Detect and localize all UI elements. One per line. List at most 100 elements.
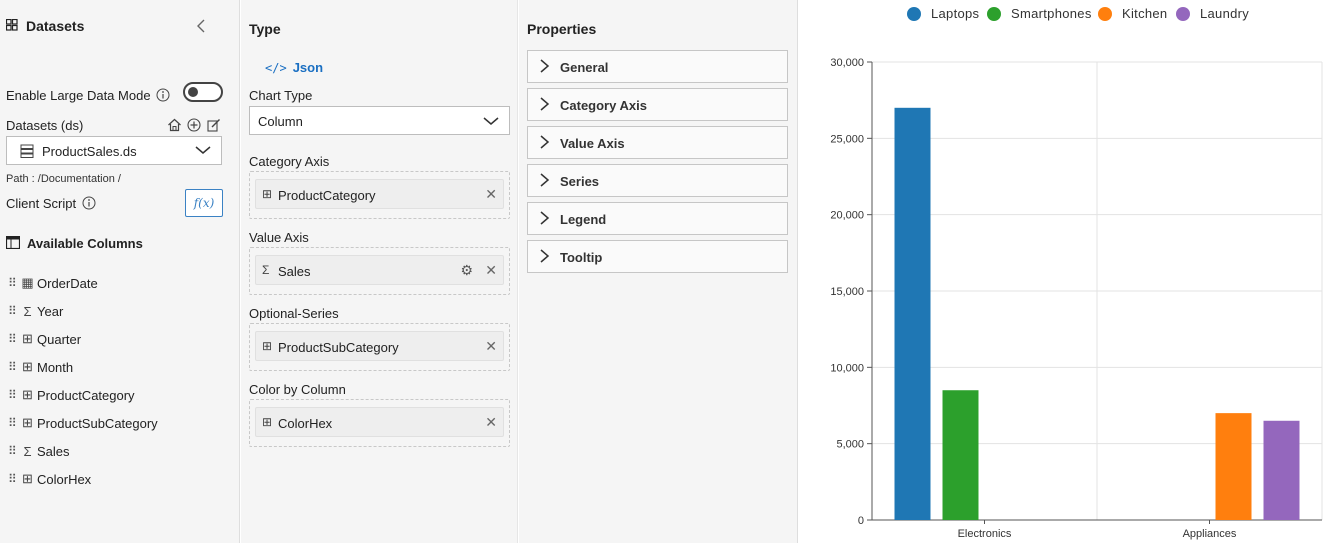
column-item-colorhex[interactable]: ⠿ ⊞ ColorHex bbox=[8, 465, 228, 493]
legend-item-laptops[interactable]: Laptops bbox=[907, 6, 979, 21]
remove-icon[interactable]: ✕ bbox=[485, 262, 497, 278]
remove-icon[interactable]: ✕ bbox=[485, 414, 497, 430]
info-icon[interactable] bbox=[156, 88, 170, 102]
column-label: Sales bbox=[37, 443, 70, 459]
section-label: Value Axis bbox=[560, 136, 625, 151]
chart-type-value: Column bbox=[258, 114, 303, 129]
section-series[interactable]: Series bbox=[527, 164, 788, 197]
optional-series-label: Optional-Series bbox=[249, 306, 339, 321]
column-label: Quarter bbox=[37, 331, 82, 347]
drag-handle-icon[interactable]: ⠿ bbox=[8, 416, 17, 430]
drag-handle-icon[interactable]: ⠿ bbox=[8, 444, 17, 458]
chart-preview: Laptops Smartphones Kitchen Laundry 0 5,0… bbox=[799, 0, 1325, 543]
legend-marker bbox=[1098, 6, 1112, 21]
home-icon[interactable] bbox=[167, 118, 182, 132]
color-by-value: ColorHex bbox=[278, 416, 333, 431]
drag-handle-icon[interactable]: ⠿ bbox=[8, 276, 17, 290]
drag-handle-icon[interactable]: ⠿ bbox=[8, 304, 17, 318]
large-data-mode-toggle[interactable] bbox=[183, 82, 223, 102]
color-by-dropzone[interactable]: ⊞ ColorHex ✕ bbox=[249, 399, 510, 447]
optional-series-chip[interactable]: ⊞ ProductSubCategory ✕ bbox=[255, 331, 504, 361]
column-item-productsubcategory[interactable]: ⠿ ⊞ ProductSubCategory bbox=[8, 409, 228, 437]
value-axis-dropzone[interactable]: Σ Sales ⚙ ✕ bbox=[249, 247, 510, 295]
section-label: Series bbox=[560, 174, 600, 189]
chart-type-label: Chart Type bbox=[249, 88, 313, 103]
y-tick-label: 0 bbox=[858, 515, 864, 527]
column-label: ProductCategory bbox=[37, 387, 135, 403]
properties-panel: Properties General Category Axis Value A… bbox=[519, 0, 798, 543]
legend-label: Kitchen bbox=[1122, 6, 1168, 21]
table-column-icon: ⊞ bbox=[22, 359, 33, 374]
legend-item-kitchen[interactable]: Kitchen bbox=[1098, 6, 1167, 21]
column-item-quarter[interactable]: ⠿ ⊞ Quarter bbox=[8, 325, 228, 353]
column-item-orderdate[interactable]: ⠿ ▦ OrderDate bbox=[8, 269, 228, 297]
bar-smartphones bbox=[942, 390, 979, 520]
section-value-axis[interactable]: Value Axis bbox=[527, 126, 788, 159]
dataset-select[interactable]: ProductSales.ds bbox=[6, 136, 222, 165]
column-label: Month bbox=[37, 359, 74, 375]
client-script-label: Client Script bbox=[6, 196, 77, 211]
chevron-right-icon bbox=[540, 135, 550, 149]
legend-item-laundry[interactable]: Laundry bbox=[1176, 6, 1249, 21]
section-category-axis[interactable]: Category Axis bbox=[527, 88, 788, 121]
table-column-icon: ⊞ bbox=[262, 415, 273, 429]
column-label: ColorHex bbox=[37, 471, 92, 487]
x-tick-label: Electronics bbox=[958, 528, 1012, 540]
value-axis-label: Value Axis bbox=[249, 230, 309, 245]
properties-title: Properties bbox=[527, 21, 597, 37]
y-tick-label: 15,000 bbox=[830, 286, 864, 298]
section-tooltip[interactable]: Tooltip bbox=[527, 240, 788, 273]
add-dataset-icon[interactable] bbox=[187, 118, 201, 132]
info-icon[interactable] bbox=[82, 196, 96, 210]
drag-handle-icon[interactable]: ⠿ bbox=[8, 332, 17, 346]
remove-icon[interactable]: ✕ bbox=[485, 338, 497, 354]
legend-label: Smartphones bbox=[1011, 6, 1092, 21]
drag-handle-icon[interactable]: ⠿ bbox=[8, 472, 17, 486]
column-item-year[interactable]: ⠿ Σ Year bbox=[8, 297, 228, 325]
type-title: Type bbox=[249, 21, 281, 37]
sigma-icon: Σ bbox=[262, 263, 270, 277]
category-axis-chip[interactable]: ⊞ ProductCategory ✕ bbox=[255, 179, 504, 209]
chevron-right-icon bbox=[540, 59, 550, 73]
table-column-icon: ⊞ bbox=[262, 187, 273, 201]
category-axis-dropzone[interactable]: ⊞ ProductCategory ✕ bbox=[249, 171, 510, 219]
drag-handle-icon[interactable]: ⠿ bbox=[8, 388, 17, 402]
remove-icon[interactable]: ✕ bbox=[485, 186, 497, 202]
column-item-month[interactable]: ⠿ ⊞ Month bbox=[8, 353, 228, 381]
color-by-chip[interactable]: ⊞ ColorHex ✕ bbox=[255, 407, 504, 437]
column-chart: 0 5,000 10,000 15,000 20,000 25,000 30,000 Elec… bbox=[830, 57, 1323, 540]
table-column-icon: ⊞ bbox=[262, 339, 273, 353]
sigma-icon: Σ bbox=[23, 303, 32, 319]
calendar-icon: ▦ bbox=[21, 275, 34, 290]
client-script-button[interactable]: f(x) bbox=[185, 189, 223, 217]
value-axis-chip[interactable]: Σ Sales ⚙ ✕ bbox=[255, 255, 504, 285]
dataset-path: Path : /Documentation / bbox=[6, 173, 121, 185]
legend-item-smartphones[interactable]: Smartphones bbox=[987, 6, 1092, 21]
dataset-select-value: ProductSales.ds bbox=[42, 144, 137, 159]
columns-list: ⠿ ▦ OrderDate ⠿ Σ Year ⠿ ⊞ Quarter ⠿ ⊞ M… bbox=[8, 269, 228, 493]
value-axis-value: Sales bbox=[278, 264, 311, 279]
bar-laptops bbox=[894, 107, 931, 521]
section-general[interactable]: General bbox=[527, 50, 788, 83]
chart-type-select[interactable]: Column bbox=[249, 106, 510, 135]
section-label: Category Axis bbox=[560, 98, 647, 113]
edit-dataset-icon[interactable] bbox=[207, 118, 221, 132]
column-item-sales[interactable]: ⠿ Σ Sales bbox=[8, 437, 228, 465]
column-item-productcategory[interactable]: ⠿ ⊞ ProductCategory bbox=[8, 381, 228, 409]
table-icon bbox=[6, 236, 20, 249]
section-legend[interactable]: Legend bbox=[527, 202, 788, 235]
table-column-icon: ⊞ bbox=[22, 331, 33, 346]
drag-handle-icon[interactable]: ⠿ bbox=[8, 360, 17, 374]
json-link[interactable]: </> Json bbox=[265, 60, 323, 75]
gear-icon[interactable]: ⚙ bbox=[460, 262, 473, 278]
optional-series-dropzone[interactable]: ⊞ ProductSubCategory ✕ bbox=[249, 323, 510, 371]
y-tick-label: 30,000 bbox=[830, 57, 864, 69]
table-column-icon: ⊞ bbox=[22, 415, 33, 430]
chevron-right-icon bbox=[540, 249, 550, 263]
chart-config-panel: Type </> Json Chart Type Column Category… bbox=[241, 0, 518, 543]
legend-marker bbox=[1176, 6, 1190, 21]
category-axis-value: ProductCategory bbox=[278, 188, 376, 203]
section-label: Tooltip bbox=[560, 250, 603, 265]
collapse-chevron-icon[interactable] bbox=[196, 19, 206, 33]
datasets-panel: Datasets Enable Large Data Mode Datasets… bbox=[0, 0, 240, 543]
